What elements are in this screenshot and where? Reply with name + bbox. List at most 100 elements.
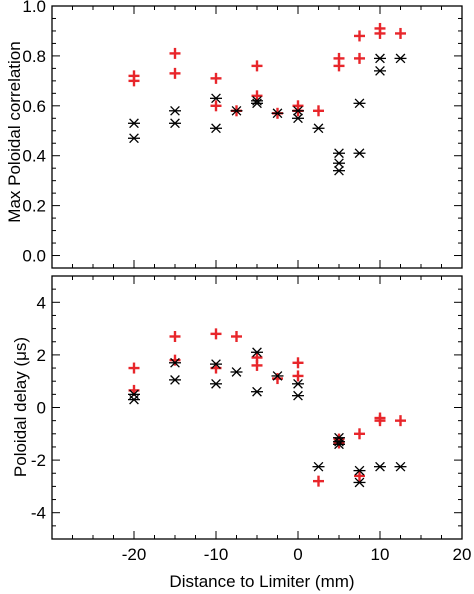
top-asterisk-point xyxy=(353,148,366,159)
top-asterisk-point xyxy=(210,93,222,104)
bottom-asterisk-point xyxy=(353,477,366,488)
bottom-plus-point xyxy=(231,330,242,342)
top-ytick-label: 0.8 xyxy=(22,47,46,66)
asterisk-d2 xyxy=(395,53,406,64)
bottom-asterisk-point xyxy=(251,386,263,397)
bottom-xtick-label: 0 xyxy=(293,545,302,564)
asterisk-d2 xyxy=(293,113,303,124)
bottom-asterisk-point xyxy=(353,465,366,476)
bottom-plus-point xyxy=(210,328,222,340)
asterisk-d2 xyxy=(129,118,139,129)
bottom-ytick-label: -4 xyxy=(31,504,46,523)
top-plot-frame xyxy=(51,5,463,269)
bottom-asterisk-point xyxy=(394,461,407,472)
top-plus-point xyxy=(210,100,222,112)
bottom-xtick-label: -10 xyxy=(204,545,229,564)
asterisk-d2 xyxy=(334,439,344,450)
top-ytick-label: 0.2 xyxy=(22,197,46,216)
bottom-xtick-label: -20 xyxy=(122,545,147,564)
bottom-asterisk-point xyxy=(230,367,243,377)
bottom-xtick-label: 10 xyxy=(371,545,390,564)
asterisk-d2 xyxy=(334,148,344,159)
top-plus-point xyxy=(354,52,365,64)
asterisk-d2 xyxy=(354,465,365,476)
bottom-asterisk-point xyxy=(374,461,386,472)
bottom-plus-point xyxy=(169,354,181,366)
top-asterisk-point xyxy=(394,53,407,64)
asterisk-d2 xyxy=(252,98,262,109)
bottom-plus-point xyxy=(272,373,283,385)
bottom-plus-point xyxy=(292,370,304,382)
top-plus-point xyxy=(210,72,222,84)
bottom-xlabel: Distance to Limiter (mm) xyxy=(169,572,354,591)
bottom-asterisk-point xyxy=(333,439,345,450)
asterisk-d2 xyxy=(129,133,139,144)
top-asterisk-point xyxy=(251,98,263,109)
asterisk-d2 xyxy=(231,105,242,116)
top-plus-point xyxy=(354,30,365,42)
top-asterisk-point xyxy=(292,105,304,116)
bottom-asterisk-point xyxy=(251,347,263,358)
top-asterisk-point xyxy=(210,123,222,134)
bottom-ytick-label: 2 xyxy=(37,346,46,365)
delay-panel: Poloidal delay (μs) Distance to Limiter … xyxy=(11,275,471,591)
top-plus-point xyxy=(333,60,345,72)
asterisk-d2 xyxy=(334,158,344,169)
bottom-plus-point xyxy=(374,415,386,427)
asterisk-d2 xyxy=(211,123,221,134)
bottom-plus-point xyxy=(169,330,181,342)
bottom-asterisk-point xyxy=(292,378,304,389)
top-plus-point xyxy=(251,60,263,72)
bottom-plus-point xyxy=(395,415,406,427)
asterisk-d2 xyxy=(252,386,262,397)
asterisk-d2 xyxy=(293,105,303,116)
top-asterisk-point xyxy=(169,118,181,129)
top-asterisk-point xyxy=(271,108,284,119)
asterisk-d2 xyxy=(211,378,221,389)
top-ytick-label: 0.6 xyxy=(22,97,46,116)
asterisk-d2 xyxy=(313,123,324,134)
asterisk-d2 xyxy=(231,367,242,377)
asterisk-d2 xyxy=(211,93,221,104)
top-ytick-label: 1.0 xyxy=(22,0,46,16)
top-asterisk-point xyxy=(128,118,140,129)
top-plus-point xyxy=(313,105,324,117)
bottom-plus-point xyxy=(292,357,304,369)
bottom-plus-point xyxy=(251,359,263,371)
asterisk-d2 xyxy=(272,371,283,381)
bottom-asterisk-point xyxy=(169,375,181,385)
top-asterisk-point xyxy=(333,148,345,159)
top-asterisk-point xyxy=(333,165,345,176)
asterisk-d2 xyxy=(293,378,303,389)
top-ytick-label: 0.4 xyxy=(22,147,46,166)
asterisk-d2 xyxy=(293,390,303,401)
asterisk-d2 xyxy=(170,375,180,385)
asterisk-d2 xyxy=(354,98,365,109)
bottom-asterisk-point xyxy=(271,371,284,381)
top-asterisk-point xyxy=(230,105,243,116)
top-plus-point xyxy=(169,67,181,79)
top-plus-point xyxy=(128,75,140,87)
top-plus-point xyxy=(374,27,386,39)
asterisk-d2 xyxy=(354,148,365,159)
bottom-asterisk-point xyxy=(312,461,325,472)
asterisk-d2 xyxy=(272,108,283,119)
bottom-asterisk-point xyxy=(210,359,222,369)
top-asterisk-point xyxy=(128,133,140,144)
bottom-plus-point xyxy=(333,437,345,449)
bottom-plus-point xyxy=(313,475,324,487)
correlation-panel: Max Poloidal correlation 0.0 0.2 0.4 0.6 0.8… xyxy=(5,0,463,269)
asterisk-d2 xyxy=(375,66,385,76)
asterisk-d2 xyxy=(395,461,406,472)
top-asterisk-point xyxy=(169,105,181,116)
bottom-asterisk-point xyxy=(210,378,222,389)
asterisk-d2 xyxy=(375,461,385,472)
asterisk-d2 xyxy=(334,165,344,176)
top-asterisk-point xyxy=(374,66,386,76)
bottom-ytick-label: 0 xyxy=(37,399,46,418)
top-plus-point xyxy=(169,47,181,59)
top-asterisk-point xyxy=(333,158,345,169)
asterisk-d2 xyxy=(252,347,262,358)
top-asterisk-point xyxy=(374,53,386,64)
